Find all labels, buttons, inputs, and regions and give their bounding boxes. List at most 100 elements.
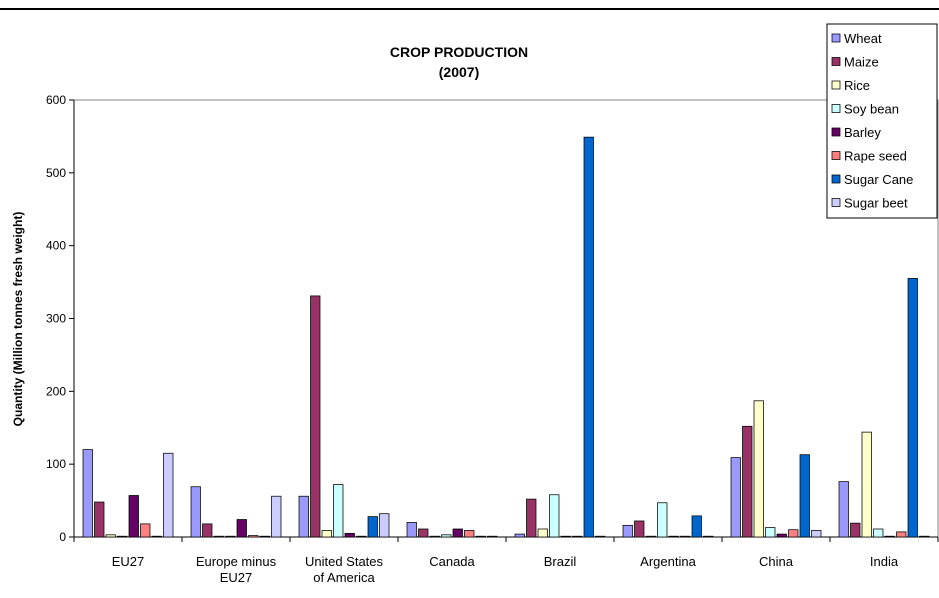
bar-maize: [94, 501, 105, 538]
bar-sugar-beet: [487, 535, 498, 538]
bar-sugar-beet: [595, 535, 606, 538]
bar-rape-seed: [572, 535, 583, 538]
bar-rice: [861, 431, 872, 538]
bar-sugar-beet: [811, 530, 822, 538]
bar-rape-seed: [140, 523, 151, 538]
x-category-label: United States: [305, 554, 384, 569]
bar-maize: [850, 522, 861, 538]
y-tick-label: 200: [46, 384, 66, 398]
bar-rape-seed: [896, 531, 907, 538]
bar-wheat: [190, 486, 201, 538]
bar-sugar-cane: [151, 535, 162, 538]
bar-sugar-beet: [271, 495, 282, 538]
bar-rape-seed: [248, 535, 259, 538]
bar-rice: [429, 535, 440, 538]
legend-entry-label: Soy bean: [844, 102, 899, 117]
y-tick-label: 600: [46, 93, 66, 107]
bar-barley: [344, 532, 355, 538]
bar-barley: [560, 535, 571, 538]
legend-entry-label: Sugar beet: [844, 196, 908, 211]
bar-sugar-beet: [163, 452, 174, 538]
bar-barley: [236, 519, 247, 538]
x-category-label: Brazil: [544, 554, 577, 569]
bar-rice: [321, 530, 332, 538]
legend-swatch: [831, 33, 841, 43]
bar-maize: [634, 520, 645, 538]
chart-subtitle: (2007): [439, 64, 479, 80]
legend-entry-label: Rice: [844, 78, 870, 93]
y-tick-label: 500: [46, 166, 66, 180]
y-axis-label: Quantity (Million tonnes fresh weight): [11, 212, 25, 427]
bar-sugar-cane: [691, 515, 702, 538]
bar-sugar-cane: [799, 454, 810, 538]
legend-entry-label: Maize: [844, 55, 879, 70]
legend-swatch: [831, 174, 841, 184]
bar-wheat: [838, 481, 849, 538]
legend-swatch: [831, 80, 841, 90]
bar-rice: [645, 535, 656, 538]
bar-wheat: [406, 522, 417, 538]
bar-rice: [753, 400, 764, 538]
bar-wheat: [730, 457, 741, 538]
bar-soy-bean: [441, 534, 452, 538]
bar-sugar-cane: [367, 516, 378, 538]
bar-wheat: [622, 524, 633, 538]
y-tick-label: 100: [46, 457, 66, 471]
bar-sugar-beet: [379, 513, 390, 538]
bar-soy-bean: [225, 535, 236, 538]
plot-border: [73, 99, 939, 538]
bar-rape-seed: [788, 529, 799, 538]
x-category-label: of America: [313, 570, 375, 585]
bar-barley: [452, 528, 463, 538]
x-category-label: Europe minus: [196, 554, 277, 569]
bar-wheat: [514, 533, 525, 538]
bar-sugar-beet: [703, 535, 714, 538]
legend-swatch: [831, 57, 841, 66]
bar-rice: [537, 528, 548, 538]
bar-soy-bean: [549, 494, 560, 538]
legend-swatch: [831, 104, 841, 113]
bar-sugar-cane: [583, 136, 594, 538]
bar-barley: [884, 535, 895, 538]
x-category-label: Argentina: [640, 554, 696, 569]
bar-sugar-cane: [259, 535, 270, 538]
chart-title: CROP PRODUCTION: [390, 44, 528, 60]
bar-sugar-cane: [907, 278, 918, 538]
x-category-label: EU27: [220, 570, 253, 585]
top-rule: [0, 8, 939, 10]
bar-rice: [213, 535, 224, 538]
legend-entry-label: Barley: [844, 125, 881, 140]
bar-barley: [668, 535, 679, 538]
legend-box: [826, 23, 938, 219]
x-category-label: China: [759, 554, 794, 569]
bar-maize: [418, 528, 429, 538]
bar-soy-bean: [657, 502, 668, 538]
bar-maize: [742, 425, 753, 538]
y-tick-label: 0: [59, 530, 66, 544]
legend-swatch: [831, 127, 841, 137]
legend-swatch: [831, 151, 841, 160]
legend-swatch: [831, 198, 841, 207]
bar-rape-seed: [464, 530, 475, 538]
x-category-label: Canada: [429, 554, 475, 569]
bar-soy-bean: [117, 535, 128, 538]
legend: Wheat Maize Rice Soy bean Barley Rape seed Sug…: [826, 23, 938, 219]
legend-entry-label: Sugar Cane: [844, 172, 913, 187]
bar-wheat: [298, 495, 309, 538]
y-tick-label: 300: [46, 312, 66, 326]
bar-maize: [202, 523, 213, 538]
bar-rice: [105, 534, 116, 538]
bar-wheat: [82, 449, 93, 538]
bar-sugar-beet: [919, 535, 930, 538]
bar-rape-seed: [356, 535, 367, 538]
legend-entry-label: Rape seed: [844, 149, 907, 164]
bar-barley: [776, 533, 787, 538]
bar-soy-bean: [333, 484, 344, 538]
bar-maize: [310, 295, 321, 538]
bar-rape-seed: [680, 535, 691, 538]
bar-soy-bean: [765, 527, 776, 538]
bar-soy-bean: [873, 528, 884, 538]
x-category-label: India: [870, 554, 899, 569]
